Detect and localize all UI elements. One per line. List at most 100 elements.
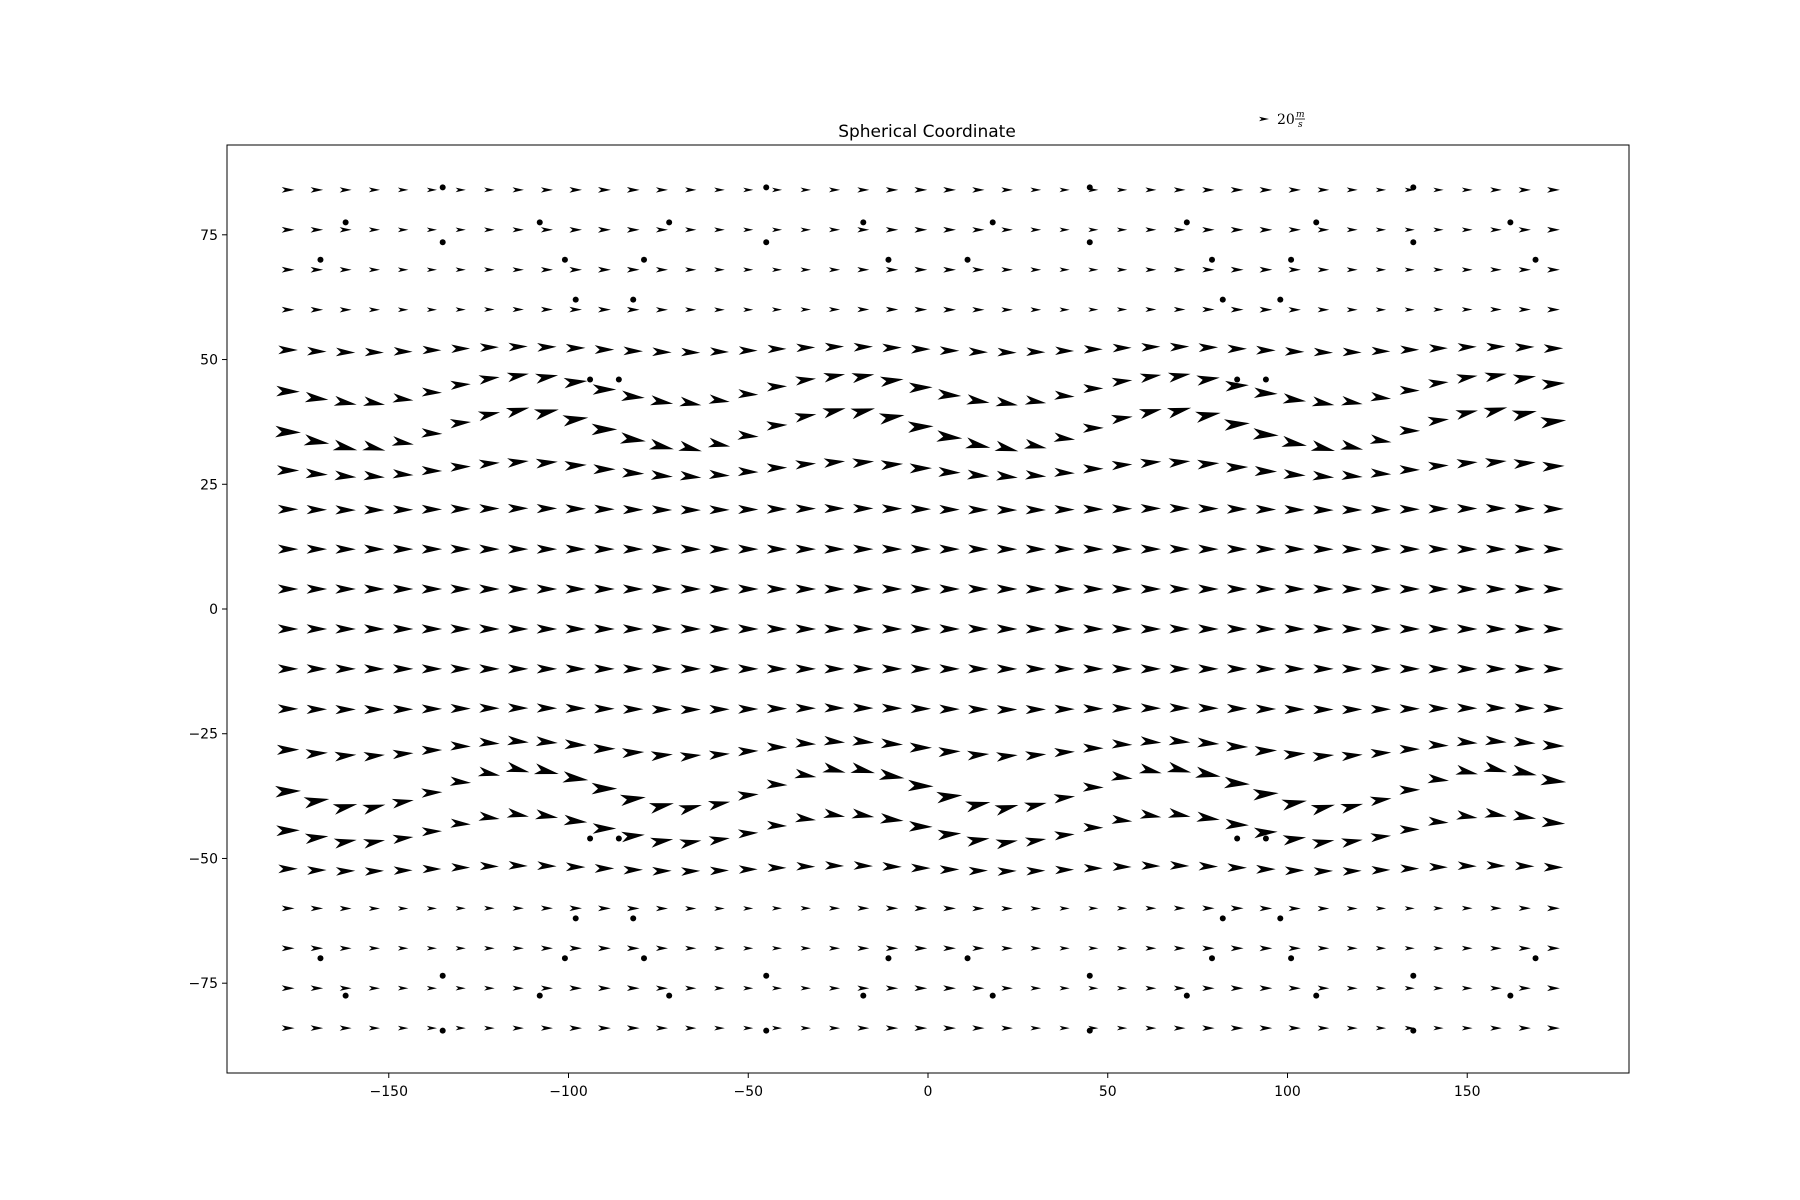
vector-arrow	[1543, 344, 1564, 353]
vector-arrow	[1088, 267, 1099, 272]
vector-arrow	[709, 544, 730, 554]
vector-arrow	[1054, 390, 1075, 400]
vector-arrow	[1197, 459, 1220, 470]
vector-arrow	[1111, 664, 1133, 674]
vector-arrow	[1543, 862, 1564, 872]
vector-arrow	[506, 372, 529, 383]
vector-arrow	[996, 752, 1018, 762]
vector-arrow	[709, 704, 730, 715]
zero-vector-dot	[1507, 219, 1514, 226]
vector-arrow	[1083, 822, 1104, 832]
vector-arrow	[540, 985, 553, 991]
vector-arrow	[1173, 187, 1186, 193]
vector-arrow	[364, 544, 385, 554]
vector-arrow	[339, 227, 352, 233]
vector-arrow	[796, 343, 816, 353]
vector-arrow	[455, 267, 466, 272]
vector-arrow	[680, 505, 701, 515]
vector-arrow	[537, 861, 557, 870]
vector-arrow	[850, 408, 875, 420]
vector-arrow	[714, 267, 725, 273]
vector-arrow	[1484, 735, 1507, 746]
zero-vector-dot	[572, 296, 579, 303]
vector-arrow	[623, 346, 643, 356]
vector-arrow	[972, 187, 985, 193]
vector-arrow	[1284, 624, 1305, 634]
zero-vector-dot	[561, 955, 568, 962]
vector-arrow	[1001, 307, 1013, 313]
vector-arrow	[939, 544, 960, 554]
vector-arrow	[938, 466, 961, 477]
vector-arrow	[651, 664, 673, 674]
vector-arrow	[1341, 470, 1363, 480]
zero-vector-dot	[1277, 296, 1284, 303]
vector-arrow	[304, 833, 329, 844]
zero-vector-dot	[1277, 915, 1284, 922]
vector-arrow	[1140, 736, 1162, 746]
vector-arrow	[1433, 267, 1444, 272]
y-tick-label: 0	[209, 602, 218, 618]
vector-arrow	[426, 985, 437, 991]
zero-vector-dot	[439, 972, 446, 979]
vector-arrow	[824, 544, 845, 554]
vector-arrow	[591, 423, 618, 436]
vector-arrow	[1140, 544, 1162, 554]
vector-arrow	[421, 788, 443, 798]
vector-arrow	[707, 437, 731, 448]
vector-arrow	[368, 187, 380, 193]
vector-arrow	[598, 266, 611, 273]
zero-vector-dot	[989, 219, 996, 226]
vector-arrow	[795, 544, 816, 554]
vector-arrow	[421, 466, 443, 476]
vector-arrow	[332, 439, 358, 451]
vector-arrow	[335, 705, 356, 715]
vector-arrow	[1340, 803, 1364, 814]
vector-arrow	[392, 664, 414, 674]
zero-vector-dot	[439, 239, 446, 246]
zero-vector-dot	[1234, 835, 1241, 842]
vector-arrow	[972, 905, 985, 912]
vector-arrow	[939, 624, 960, 634]
y-tick-label: 25	[200, 477, 218, 493]
vector-arrow	[1433, 985, 1444, 991]
vector-arrow	[1375, 985, 1387, 991]
vector-arrow	[972, 985, 985, 991]
vector-arrow	[997, 347, 1017, 357]
vector-arrow	[535, 458, 558, 469]
vector-arrow	[332, 804, 358, 815]
vector-arrow	[1375, 945, 1387, 951]
vector-arrow	[484, 267, 495, 273]
vector-arrow	[392, 544, 414, 554]
zero-vector-dot	[536, 219, 543, 226]
x-tick-label: 50	[1099, 1084, 1117, 1100]
vector-arrow	[1138, 409, 1162, 419]
vector-arrow	[738, 704, 759, 714]
vector-arrow	[1490, 187, 1502, 193]
vector-arrow	[648, 438, 674, 450]
vector-arrow	[564, 461, 587, 471]
vector-arrow	[310, 227, 324, 233]
vector-arrow	[306, 544, 328, 554]
vector-arrow	[1288, 1025, 1301, 1031]
vector-arrow	[1282, 835, 1307, 846]
vector-arrow	[536, 584, 558, 594]
vector-arrow	[1252, 789, 1279, 801]
vector-arrow	[623, 544, 644, 554]
vector-arrow	[766, 704, 788, 714]
vector-arrow	[743, 187, 754, 193]
vector-arrow	[878, 413, 905, 425]
vector-arrow	[994, 440, 1019, 452]
vector-arrow	[1173, 985, 1186, 991]
y-tick-label: −25	[188, 727, 218, 743]
zero-vector-dot	[1262, 835, 1269, 842]
vector-arrow	[1054, 505, 1075, 515]
vector-arrow	[505, 761, 530, 773]
zero-vector-dot	[763, 239, 770, 246]
vector-arrow	[857, 905, 870, 911]
vector-arrow	[879, 376, 904, 387]
vector-arrow	[685, 307, 697, 313]
vector-arrow	[565, 584, 586, 594]
vector-arrow	[622, 584, 644, 594]
zero-vector-dot	[1313, 219, 1320, 226]
